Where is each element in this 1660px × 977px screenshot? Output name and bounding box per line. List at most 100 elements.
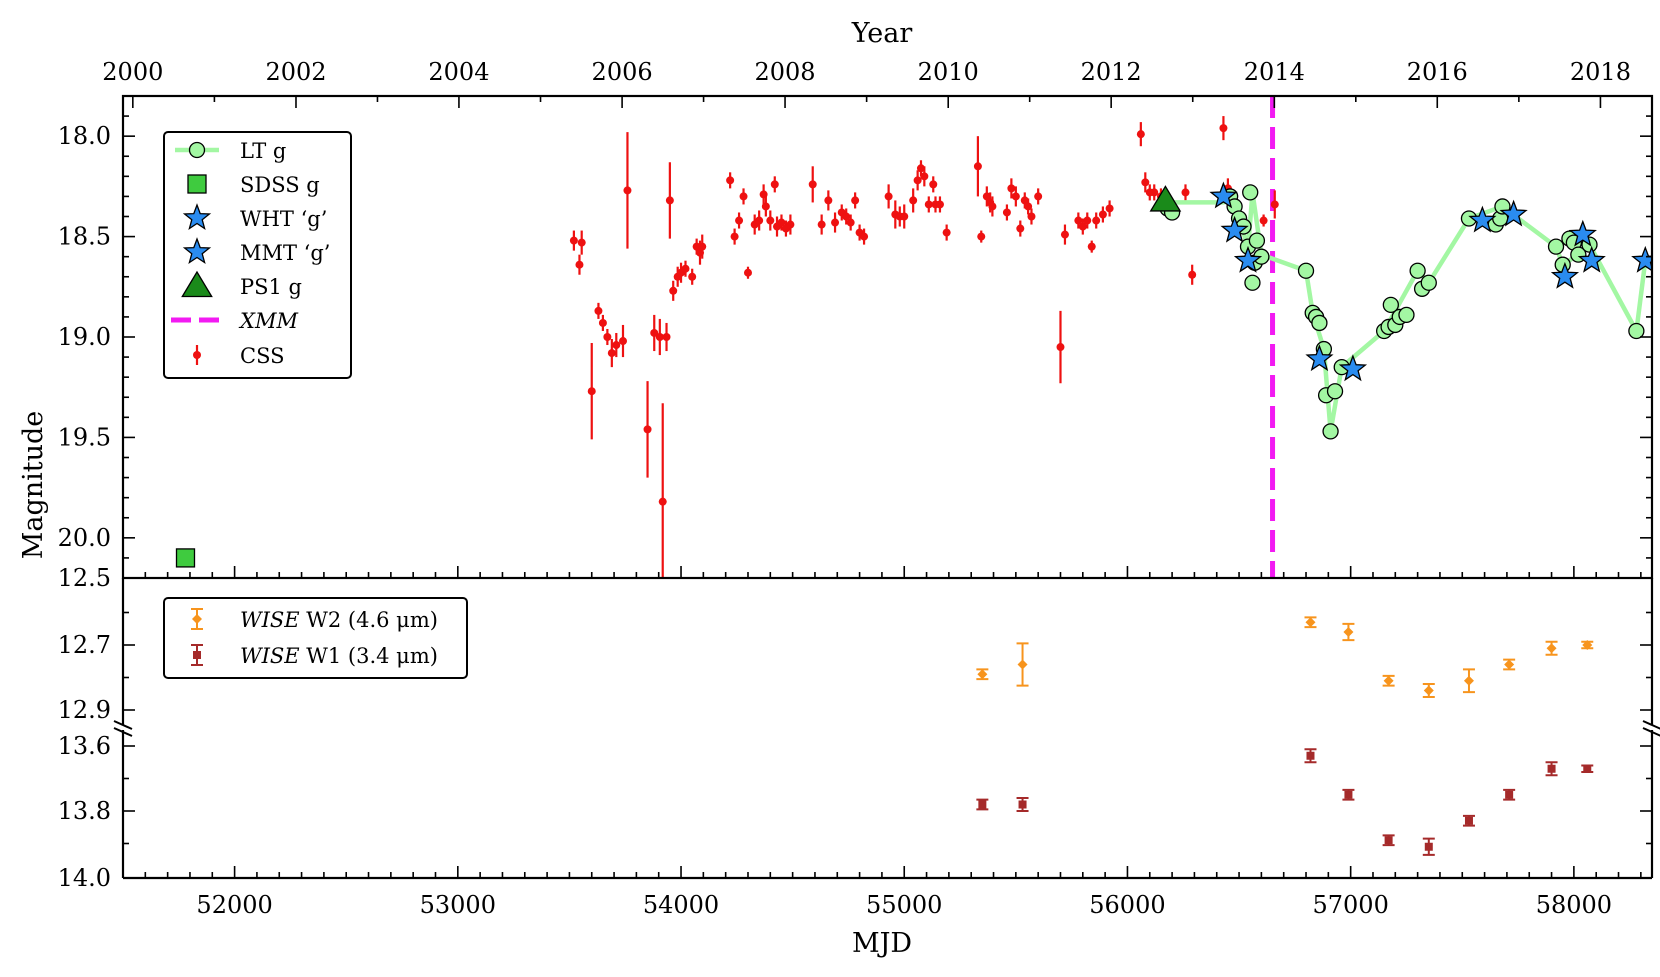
css-point bbox=[817, 220, 826, 229]
css-point bbox=[698, 242, 707, 251]
year-tick-label: 2008 bbox=[755, 58, 816, 86]
css-point bbox=[681, 264, 690, 273]
w2-point bbox=[1305, 617, 1316, 628]
css-point bbox=[603, 333, 612, 341]
css-point bbox=[1020, 196, 1029, 205]
css-point bbox=[569, 236, 578, 245]
w2-y-tick-label: 12.5 bbox=[58, 564, 111, 592]
legend-wht-swatch bbox=[182, 203, 212, 230]
legend-css-swatch bbox=[193, 351, 201, 359]
axis-break-mark bbox=[1642, 720, 1660, 730]
legend-w1-label-italic: WISE bbox=[240, 644, 300, 668]
css-point bbox=[759, 190, 768, 199]
optical-y-tick-label: 20.0 bbox=[58, 524, 111, 552]
lt-g-point bbox=[1297, 262, 1315, 279]
css-point bbox=[575, 260, 584, 269]
css-point bbox=[1074, 216, 1083, 225]
w2-point bbox=[1582, 640, 1593, 650]
w1-point bbox=[1344, 790, 1353, 799]
w2-y-tick-label: 12.9 bbox=[58, 696, 111, 724]
css-point bbox=[1056, 343, 1065, 352]
mmt-g-point bbox=[1577, 245, 1606, 273]
css-point bbox=[808, 180, 817, 189]
mmt-g-point bbox=[1631, 245, 1652, 273]
legend-w2-label: WISE W2 (4.6 μm) bbox=[240, 608, 438, 632]
mjd-tick-label: 55000 bbox=[866, 891, 942, 919]
legend-w1-swatch bbox=[193, 651, 201, 659]
year-tick-label: 2002 bbox=[265, 58, 326, 86]
css-point bbox=[658, 497, 667, 506]
w2-point bbox=[1504, 659, 1515, 670]
w1-point bbox=[1464, 816, 1473, 825]
year-tick-label: 2006 bbox=[592, 58, 653, 86]
wise-legend-box bbox=[163, 597, 468, 679]
ps1-g-point bbox=[1149, 185, 1182, 212]
year-tick-label: 2010 bbox=[918, 58, 979, 86]
mjd-tick-label: 54000 bbox=[643, 891, 719, 919]
sdss-g-point bbox=[175, 548, 196, 568]
css-point bbox=[662, 333, 671, 341]
w1-point bbox=[978, 800, 987, 809]
css-point bbox=[920, 172, 929, 181]
year-tick-label: 2012 bbox=[1081, 58, 1142, 86]
css-point bbox=[743, 268, 752, 277]
optical-panel-marks bbox=[175, 96, 1652, 578]
legend-w2-label-rest: W2 (4.6 μm) bbox=[300, 608, 438, 632]
css-point bbox=[929, 180, 938, 189]
data-layer bbox=[175, 96, 1652, 856]
css-point bbox=[777, 218, 786, 227]
w2-point bbox=[1383, 675, 1394, 686]
css-point bbox=[924, 200, 933, 209]
year-tick-label: 2016 bbox=[1407, 58, 1468, 86]
css-point bbox=[594, 306, 603, 315]
css-point bbox=[766, 216, 775, 225]
css-point bbox=[1136, 130, 1145, 139]
axis-break-mark bbox=[1642, 727, 1660, 737]
legend-mmt-swatch bbox=[182, 237, 212, 264]
lt-g-point bbox=[1322, 423, 1339, 440]
css-point bbox=[1219, 124, 1228, 133]
w2-point bbox=[977, 669, 988, 680]
css-point bbox=[1087, 242, 1096, 251]
css-point bbox=[824, 196, 833, 205]
lt-g-point bbox=[1382, 296, 1399, 314]
css-point bbox=[1002, 208, 1011, 217]
legend-w1-label: WISE W1 (3.4 μm) bbox=[240, 644, 438, 668]
lt-g-point bbox=[1409, 262, 1426, 279]
css-point bbox=[587, 387, 596, 396]
css-point bbox=[655, 333, 664, 341]
legend-w2-swatch bbox=[192, 614, 202, 624]
w1-y-tick-label: 13.6 bbox=[58, 732, 111, 760]
mjd-tick-label: 57000 bbox=[1312, 891, 1388, 919]
css-point bbox=[1098, 210, 1107, 219]
mjd-tick-label: 53000 bbox=[420, 891, 496, 919]
wht-g-point bbox=[1305, 344, 1334, 372]
w2-point bbox=[1463, 675, 1474, 686]
lt-g-point bbox=[1242, 184, 1259, 201]
w1-y-tick-label: 13.8 bbox=[58, 797, 111, 825]
css-point bbox=[1270, 200, 1279, 209]
axes-layer: 52000 53000 54000 55000 56000 57000 58000 2000 2… bbox=[58, 58, 1660, 919]
css-point bbox=[1150, 188, 1159, 197]
css-point bbox=[851, 196, 860, 205]
w1-point bbox=[1384, 836, 1393, 845]
legend-css-label: CSS bbox=[240, 344, 284, 368]
css-point bbox=[612, 341, 621, 350]
css-point bbox=[735, 216, 744, 225]
css-point bbox=[607, 349, 616, 358]
mmt-g-point bbox=[1568, 219, 1597, 247]
optical-y-tick-label: 18.0 bbox=[58, 122, 111, 150]
lt-g-point bbox=[1248, 232, 1266, 249]
mmt-g-point bbox=[1550, 261, 1580, 289]
axis-break-mark bbox=[113, 720, 133, 730]
css-point bbox=[692, 242, 701, 251]
year-tick-label: 2000 bbox=[102, 58, 163, 86]
css-point bbox=[1083, 216, 1092, 225]
w2-y-tick-label: 12.7 bbox=[58, 631, 111, 659]
css-point bbox=[598, 318, 607, 327]
w1-y-tick-label: 14.0 bbox=[58, 864, 111, 892]
css-point bbox=[988, 202, 997, 211]
optical-y-tick-label: 18.5 bbox=[58, 223, 111, 251]
optical-y-tick-label: 19.5 bbox=[58, 423, 111, 451]
wht-g-point bbox=[1220, 215, 1249, 243]
